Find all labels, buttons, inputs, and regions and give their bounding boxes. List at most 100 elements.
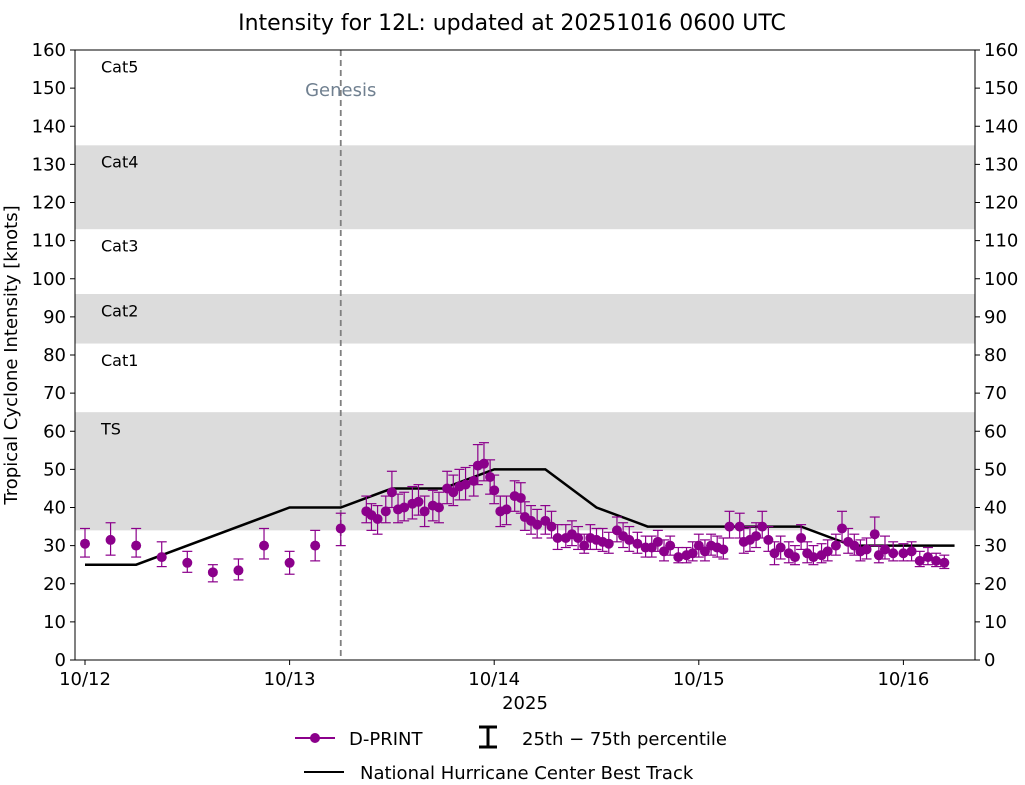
category-label-cat4: Cat4 xyxy=(101,153,138,172)
dprint-point-0 xyxy=(80,538,90,549)
y-tick-left-label: 150 xyxy=(32,78,66,99)
dprint-point-80 xyxy=(808,552,819,563)
dprint-point-7 xyxy=(259,540,270,551)
dprint-point-82 xyxy=(822,546,833,557)
dprint-point-15 xyxy=(386,487,397,498)
legend-percentile-icon xyxy=(479,725,497,749)
y-tick-left-label: 0 xyxy=(55,650,66,671)
y-tick-right-label: 70 xyxy=(984,383,1007,404)
dprint-point-41 xyxy=(552,533,563,543)
dprint-point-61 xyxy=(687,548,698,559)
y-tick-right-label: 80 xyxy=(984,345,1007,366)
legend-dprint-label: D-PRINT xyxy=(349,729,423,750)
y-tick-left-label: 140 xyxy=(32,116,66,137)
genesis-label: Genesis xyxy=(305,80,376,101)
y-tick-left-label: 130 xyxy=(32,154,66,175)
y-tick-left-label: 50 xyxy=(43,459,66,480)
y-tick-right-label: 140 xyxy=(984,116,1018,137)
y-tick-left-label: 70 xyxy=(43,383,66,404)
y-tick-right-label: 120 xyxy=(984,193,1018,214)
dprint-point-73 xyxy=(763,534,774,545)
legend: D-PRINT 25th − 75th percentile National … xyxy=(295,725,727,784)
dprint-point-9 xyxy=(310,540,321,551)
dprint-point-77 xyxy=(789,552,800,563)
dprint-point-35 xyxy=(515,492,526,503)
y-tick-left-label: 90 xyxy=(43,307,66,328)
dprint-point-27 xyxy=(468,475,479,486)
y-tick-right-label: 50 xyxy=(984,459,1007,480)
dprint-point-38 xyxy=(532,519,543,530)
dprint-point-71 xyxy=(751,531,762,542)
y-tick-right-label: 110 xyxy=(984,231,1018,252)
y-tick-right-label: 160 xyxy=(984,40,1018,61)
y-tick-left-label: 120 xyxy=(32,193,66,214)
dprint-point-19 xyxy=(413,496,424,507)
category-band-cat2 xyxy=(75,294,975,344)
category-label-cat1: Cat1 xyxy=(101,351,138,370)
y-tick-left-label: 80 xyxy=(43,345,66,366)
y-tick-right-label: 30 xyxy=(984,536,1007,557)
dprint-point-96 xyxy=(922,552,933,563)
x-tick-label: 10/15 xyxy=(673,669,725,690)
y-tick-right-label: 150 xyxy=(984,78,1018,99)
category-label-cat5: Cat5 xyxy=(101,57,138,76)
category-label-ts: TS xyxy=(100,419,121,438)
dprint-point-26 xyxy=(460,479,471,490)
dprint-point-89 xyxy=(869,529,880,540)
y-tick-left-label: 160 xyxy=(32,40,66,61)
y-tick-left-label: 60 xyxy=(43,421,66,442)
y-tick-left-label: 40 xyxy=(43,498,66,519)
dprint-point-8 xyxy=(284,557,295,568)
y-tick-left-label: 110 xyxy=(32,231,66,252)
x-tick-label: 10/14 xyxy=(468,669,520,690)
dprint-point-98 xyxy=(939,557,950,568)
dprint-point-6 xyxy=(233,565,244,576)
y-tick-right-label: 130 xyxy=(984,154,1018,175)
dprint-point-83 xyxy=(830,540,841,551)
category-band-cat4 xyxy=(75,145,975,230)
category-label-cat3: Cat3 xyxy=(101,236,138,255)
y-tick-right-label: 10 xyxy=(984,612,1007,633)
legend-percentile-label: 25th − 75th percentile xyxy=(522,729,727,750)
dprint-point-2 xyxy=(131,540,142,551)
dprint-point-1 xyxy=(105,534,116,545)
dprint-point-10 xyxy=(335,523,346,534)
dprint-point-94 xyxy=(906,546,917,557)
y-tick-left-label: 20 xyxy=(43,574,66,595)
dprint-point-40 xyxy=(546,521,557,532)
legend-dprint-marker xyxy=(310,733,320,743)
dprint-point-58 xyxy=(665,540,676,551)
dprint-point-88 xyxy=(861,544,872,555)
dprint-point-67 xyxy=(724,521,735,532)
dprint-point-72 xyxy=(757,521,768,532)
y-tick-right-label: 40 xyxy=(984,498,1007,519)
y-tick-right-label: 20 xyxy=(984,574,1007,595)
dprint-point-29 xyxy=(478,458,489,469)
x-tick-label: 10/16 xyxy=(877,669,929,690)
dprint-point-14 xyxy=(380,506,391,517)
dprint-point-52 xyxy=(624,534,635,545)
dprint-point-5 xyxy=(207,567,218,578)
dprint-point-78 xyxy=(796,533,807,543)
dprint-point-17 xyxy=(399,502,410,513)
dprint-point-13 xyxy=(372,513,383,524)
dprint-point-92 xyxy=(888,548,899,559)
y-axis-label: Tropical Cyclone Intensity [knots] xyxy=(1,205,22,505)
dprint-point-97 xyxy=(931,555,942,566)
dprint-point-4 xyxy=(182,557,193,568)
x-tick-label: 10/12 xyxy=(59,669,111,690)
category-label-cat2: Cat2 xyxy=(101,301,138,320)
dprint-point-49 xyxy=(603,538,614,549)
dprint-point-56 xyxy=(652,536,663,547)
dprint-point-22 xyxy=(433,502,444,513)
x-axis-label: 2025 xyxy=(502,693,548,714)
dprint-point-31 xyxy=(489,485,500,496)
dprint-point-95 xyxy=(914,555,925,566)
dprint-point-53 xyxy=(632,538,643,549)
y-tick-right-label: 90 xyxy=(984,307,1007,328)
dprint-point-66 xyxy=(718,544,729,555)
dprint-point-33 xyxy=(501,504,512,515)
dprint-point-91 xyxy=(879,544,890,555)
x-tick-label: 10/13 xyxy=(264,669,316,690)
